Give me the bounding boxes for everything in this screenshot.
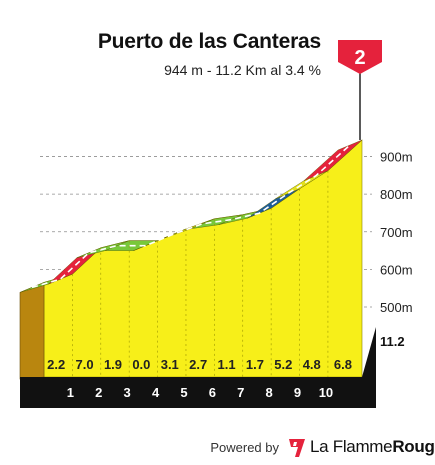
chart-title: Puerto de las Canteras: [97, 30, 321, 53]
category-flag-label: 2: [354, 47, 365, 69]
km-marker-label: 6: [209, 385, 216, 400]
gradient-label: 6.8: [334, 357, 352, 372]
end-distance-label: 11.2: [380, 334, 405, 349]
profile-base: [20, 377, 376, 408]
gradient-label: 3.1: [161, 357, 179, 372]
footer: Powered by La FlammeRouge: [0, 436, 435, 460]
km-marker-label: 8: [266, 385, 273, 400]
km-marker-label: 9: [294, 385, 301, 400]
elevation-profile-chart: 500m 600m 700m 800m 900m 2.2 7.0 1.9 0.0 3.1 2.7 1.…: [19, 40, 413, 408]
ridge-centerline: [31, 144, 351, 289]
brand-name-suffix: Rouge: [392, 437, 435, 456]
y-tick-label: 700m: [380, 225, 413, 240]
chart-subtitle: 944 m - 11.2 Km al 3.4 %: [164, 62, 321, 78]
km-marker-label: 10: [319, 385, 333, 400]
brand-name-prefix: La Flamme: [310, 437, 393, 456]
brand-name: La FlammeRouge: [310, 437, 435, 457]
gradient-label: 2.7: [189, 357, 207, 372]
gradient-label: 7.0: [76, 357, 94, 372]
powered-by-label: Powered by: [210, 440, 279, 455]
km-marker-label: 2: [95, 385, 102, 400]
profile-base-edge: [362, 327, 376, 377]
km-marker-label: 7: [237, 385, 244, 400]
km-marker-label: 5: [180, 385, 187, 400]
profile-side-wall: [19, 281, 45, 380]
y-tick-label: 800m: [380, 187, 413, 202]
y-tick-label: 500m: [380, 300, 413, 315]
gradient-label: 0.0: [132, 357, 150, 372]
km-marker-label: 4: [152, 385, 160, 400]
category-flag: [338, 40, 382, 74]
gradient-label: 2.2: [47, 357, 65, 372]
brand-logo-icon: [289, 439, 305, 457]
gradient-label: 1.9: [104, 357, 122, 372]
gradient-label: 5.2: [274, 357, 292, 372]
gradient-label: 4.8: [303, 357, 321, 372]
y-tick-label: 600m: [380, 262, 413, 277]
gradient-label: 1.1: [218, 357, 236, 372]
km-marker-label: 1: [67, 385, 74, 400]
y-tick-label: 900m: [380, 150, 413, 165]
gradient-label: 1.7: [246, 357, 264, 372]
km-marker-label: 3: [124, 385, 131, 400]
